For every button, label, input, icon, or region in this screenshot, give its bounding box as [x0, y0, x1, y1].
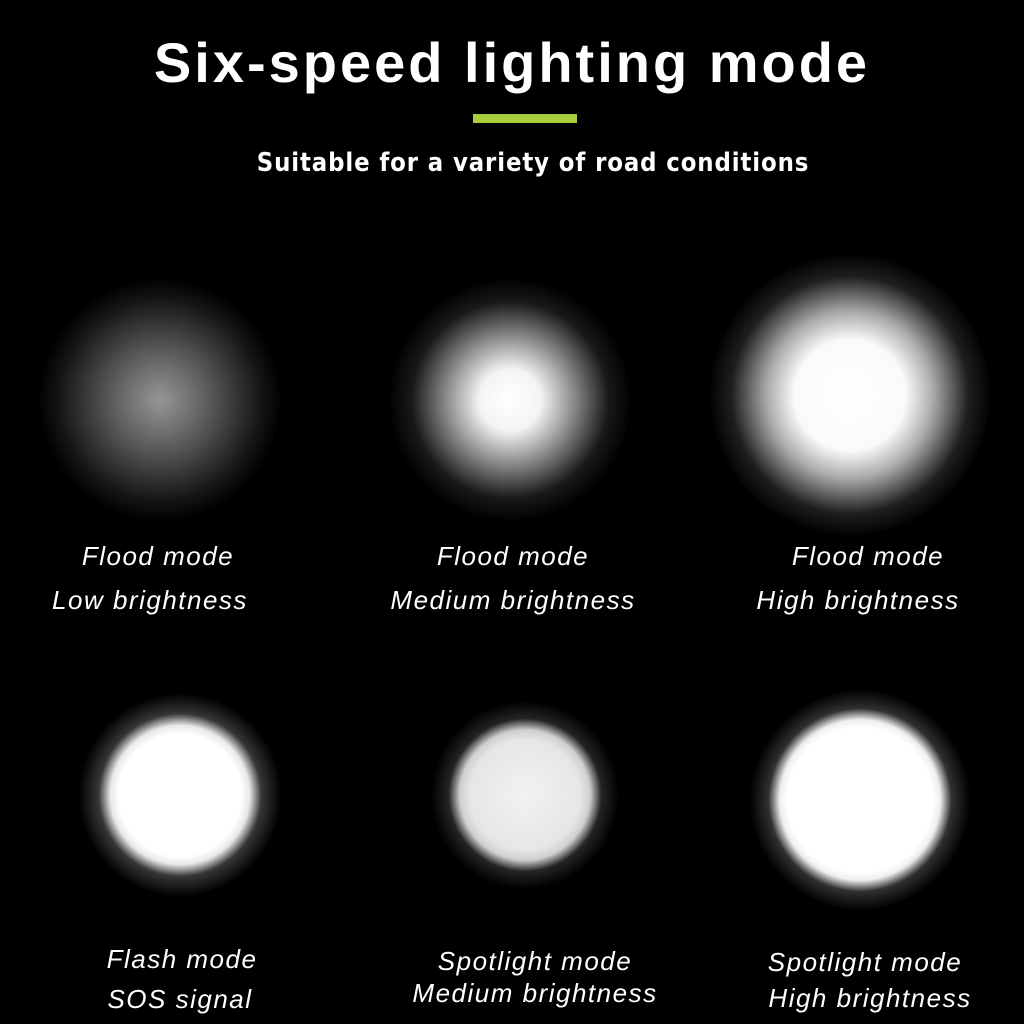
mode-label-1: Flood mode Low brightness	[52, 541, 248, 615]
mode-label-6: Spotlight mode High brightness	[767, 947, 972, 1013]
page-title: Six-speed lighting mode	[153, 31, 871, 94]
beam-spotlight-medium	[410, 680, 640, 910]
accent-divider	[473, 114, 577, 123]
beam-flash-sos	[60, 675, 300, 915]
mode-label-3: Flood mode High brightness	[756, 541, 960, 615]
mode-label-2: Flood mode Medium brightness	[390, 541, 636, 615]
beam-flood-medium	[390, 280, 630, 520]
mode-label-5: Spotlight mode Medium brightness	[412, 946, 658, 1008]
beam-spotlight-high	[725, 665, 995, 935]
beam-flood-high	[710, 255, 990, 535]
subtitle: Suitable for a variety of road condition…	[256, 148, 810, 178]
beam-flood-low	[40, 280, 280, 520]
mode-label-4: Flash mode SOS signal	[106, 944, 258, 1014]
